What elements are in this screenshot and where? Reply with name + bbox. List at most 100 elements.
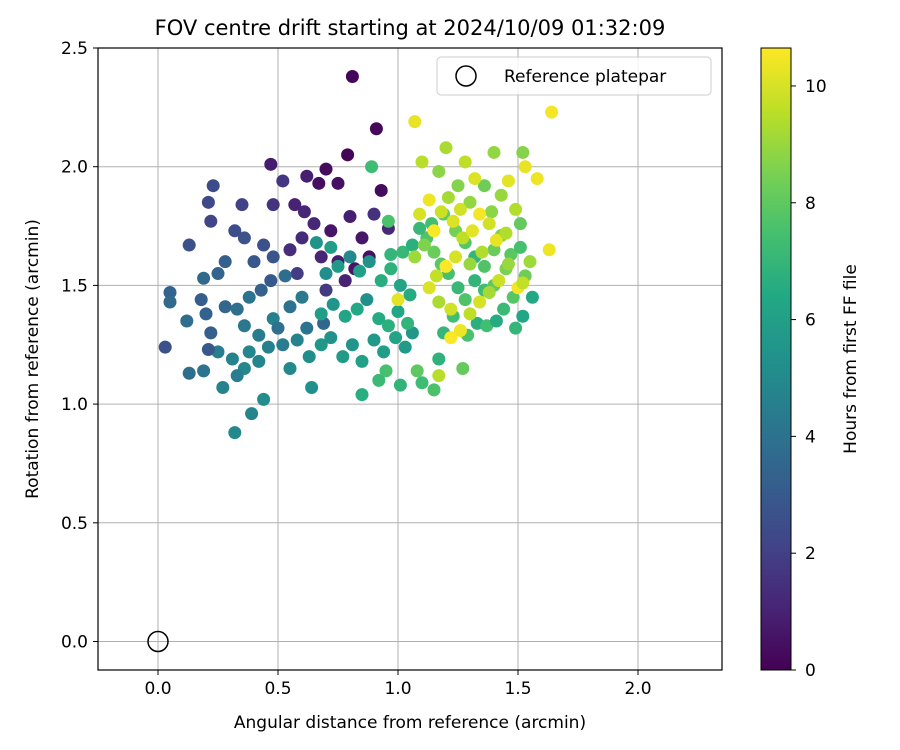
data-point — [230, 302, 244, 316]
data-point — [384, 262, 398, 276]
data-point — [513, 217, 527, 231]
data-point — [324, 331, 338, 345]
data-point — [389, 331, 403, 345]
data-point — [408, 250, 422, 264]
data-point — [427, 245, 441, 259]
data-point — [374, 274, 388, 288]
data-point — [475, 245, 489, 259]
data-point — [545, 105, 559, 119]
data-point — [204, 326, 218, 340]
data-point — [456, 231, 470, 245]
colorbar-tick-label: 10 — [805, 77, 827, 97]
colorbar-gradient — [760, 47, 792, 671]
data-point — [487, 145, 501, 159]
data-point — [494, 188, 508, 202]
chart-title: FOV centre drift starting at 2024/10/09 … — [155, 16, 666, 40]
data-point — [444, 302, 458, 316]
data-point — [211, 267, 225, 281]
data-point — [432, 369, 446, 383]
data-point — [372, 373, 386, 387]
data-point — [410, 364, 424, 378]
data-point — [180, 314, 194, 328]
data-point — [456, 361, 470, 375]
data-point — [439, 141, 453, 155]
data-point — [225, 352, 239, 366]
data-point — [405, 238, 419, 252]
data-point — [489, 314, 503, 328]
data-point — [345, 69, 359, 83]
data-point — [367, 333, 381, 347]
y-tick-label: 0.0 — [61, 633, 88, 653]
data-point — [377, 345, 391, 359]
data-point — [530, 172, 544, 186]
data-point — [401, 316, 415, 330]
data-point — [245, 407, 259, 421]
colorbar-tick-label: 2 — [805, 544, 816, 564]
data-point — [415, 155, 429, 169]
data-point — [307, 217, 321, 231]
data-point — [468, 274, 482, 288]
data-point — [492, 274, 506, 288]
plot-area-frame — [97, 47, 723, 671]
data-point — [458, 155, 472, 169]
data-point — [216, 380, 230, 394]
data-point — [463, 257, 477, 271]
x-tick-label: 1.5 — [504, 679, 531, 699]
data-point — [283, 243, 297, 257]
data-point — [513, 240, 527, 254]
data-point — [305, 380, 319, 394]
colorbar-tick-label: 8 — [805, 194, 816, 214]
y-tick-label: 1.0 — [61, 395, 88, 415]
data-point — [266, 198, 280, 212]
data-point — [422, 281, 436, 295]
data-point — [295, 231, 309, 245]
data-point — [465, 224, 479, 238]
data-point — [314, 250, 328, 264]
colorbar-ticks: 0 2 4 6 8 10 — [791, 77, 827, 681]
data-point — [264, 157, 278, 171]
data-point — [477, 259, 491, 273]
data-point — [489, 233, 503, 247]
data-point — [542, 243, 556, 257]
data-point — [501, 257, 515, 271]
data-point — [257, 238, 271, 252]
data-point — [247, 255, 261, 269]
data-point — [326, 297, 340, 311]
colorbar-tick-label: 0 — [805, 661, 816, 681]
data-point — [446, 214, 460, 228]
data-point — [182, 238, 196, 252]
data-point — [338, 274, 352, 288]
data-point — [463, 195, 477, 209]
x-tick-label: 0.0 — [144, 679, 171, 699]
data-point — [331, 176, 345, 190]
data-point — [228, 224, 242, 238]
data-point — [194, 293, 208, 307]
data-point — [350, 302, 364, 316]
data-point — [295, 290, 309, 304]
data-point — [422, 193, 436, 207]
data-point — [362, 255, 376, 269]
data-point — [197, 271, 211, 285]
y-tick-label: 1.5 — [61, 276, 88, 296]
colorbar-tick-label: 6 — [805, 311, 816, 331]
reference-marker-layer — [147, 630, 169, 653]
data-point — [302, 350, 316, 364]
data-point — [427, 224, 441, 238]
x-axis-label: Angular distance from reference (arcmin) — [234, 713, 586, 733]
data-point — [300, 169, 314, 183]
data-point — [201, 195, 215, 209]
data-point — [413, 221, 427, 235]
data-point — [480, 319, 494, 333]
data-point — [252, 328, 266, 342]
data-point — [468, 172, 482, 186]
data-point — [182, 366, 196, 380]
data-point — [343, 210, 357, 224]
data-point — [319, 283, 333, 297]
data-point — [257, 392, 271, 406]
data-point — [482, 286, 496, 300]
data-point — [237, 231, 251, 245]
data-point — [516, 145, 530, 159]
data-point — [204, 214, 218, 228]
data-point — [441, 191, 455, 205]
data-point — [319, 162, 333, 176]
